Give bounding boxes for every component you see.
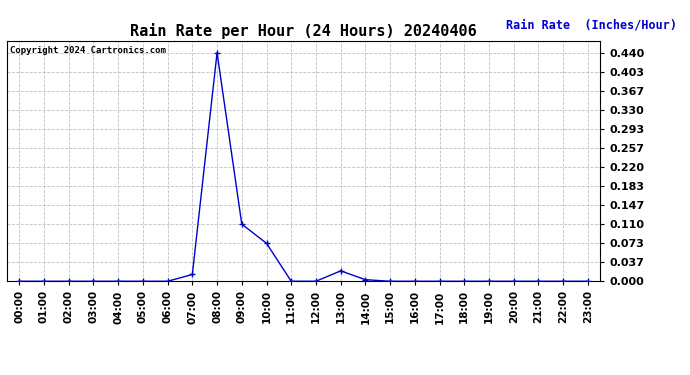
- Text: Rain Rate  (Inches/Hour): Rain Rate (Inches/Hour): [506, 19, 678, 32]
- Title: Rain Rate per Hour (24 Hours) 20240406: Rain Rate per Hour (24 Hours) 20240406: [130, 23, 477, 39]
- Text: Copyright 2024 Cartronics.com: Copyright 2024 Cartronics.com: [10, 46, 166, 55]
